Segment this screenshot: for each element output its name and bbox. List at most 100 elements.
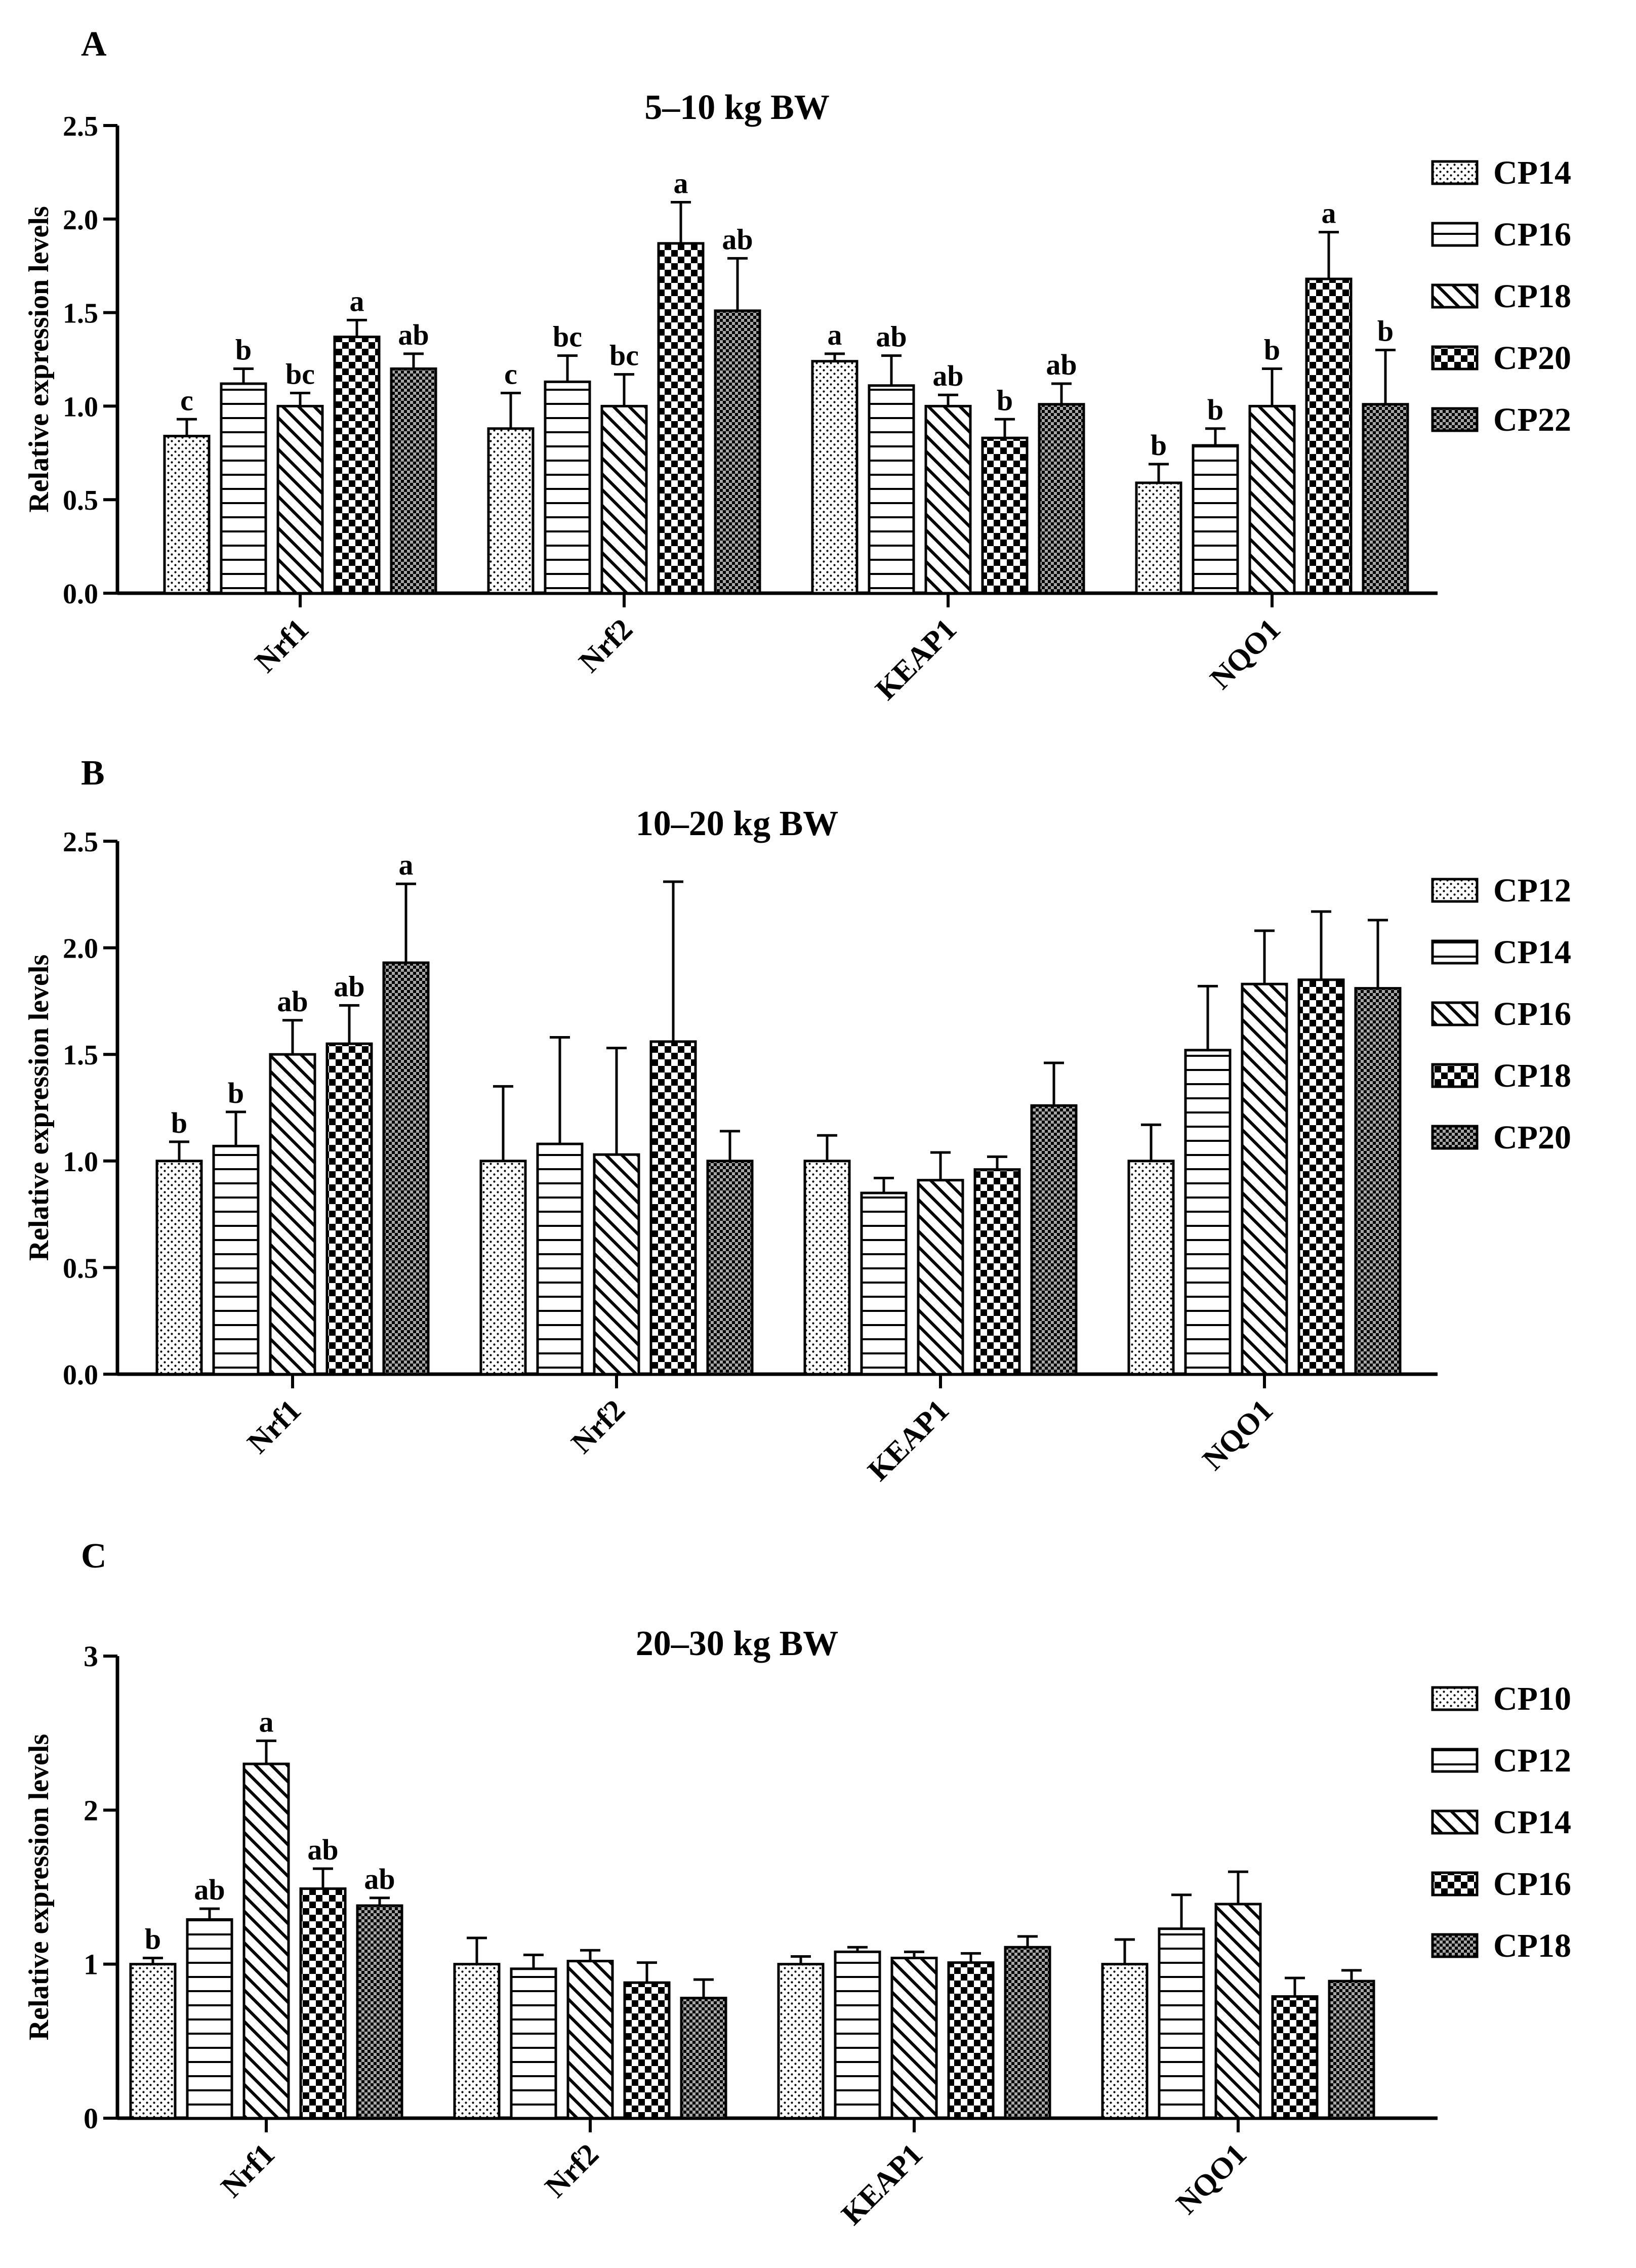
legend-swatch (1431, 878, 1479, 903)
legend-label: CP20 (1493, 1119, 1571, 1156)
bar-cp16-nrf1 (299, 1887, 347, 2120)
bar-cp18-keap1 (924, 404, 972, 595)
bar-cp18-nrf1 (356, 1904, 403, 2120)
y-tick-label: 3 (84, 1640, 98, 1673)
legend-label: CP18 (1493, 278, 1571, 315)
legend-swatch (1431, 1871, 1479, 1896)
bar-cp14-nrf1 (163, 435, 211, 595)
bar-cp18-nrf2 (649, 1040, 697, 1376)
bar-cp20-nrf2 (706, 1160, 754, 1376)
bar-cp16-nqo1 (1271, 1995, 1319, 2120)
y-tick-label: 0.0 (63, 1359, 98, 1391)
significance-letter: ab (876, 320, 907, 353)
bar-cp14-nqo1 (1184, 1049, 1232, 1376)
bar-cp16-nqo1 (1192, 444, 1239, 595)
legend-label: CP18 (1493, 1927, 1571, 1964)
y-tick-label: 0.5 (63, 485, 98, 516)
significance-letter: bc (553, 320, 582, 353)
significance-letter: b (171, 1106, 187, 1139)
legend-swatch (1431, 283, 1479, 309)
panel-b: B 10–20 kg BW Relative expression levels 0.… (23, 754, 1571, 1487)
y-tick-label: 0.0 (63, 579, 98, 610)
x-tick-label: Nrf2 (572, 612, 639, 679)
significance-letter: b (228, 1077, 244, 1109)
legend-swatch (1431, 1686, 1479, 1711)
significance-letter: b (235, 333, 252, 366)
y-tick-label: 1.5 (63, 298, 98, 329)
bar-cp10-nrf1 (129, 1963, 177, 2120)
legend-label: CP12 (1493, 1742, 1571, 1779)
panel-label: C (81, 1537, 107, 1576)
bar-cp18-keap1 (973, 1168, 1021, 1376)
y-tick-label: 0.5 (63, 1253, 98, 1284)
legend-label: CP16 (1493, 996, 1571, 1033)
x-tick-label: Nrf1 (215, 2137, 281, 2204)
y-axis-label: Relative expression levels (23, 206, 55, 513)
bar-cp12-nqo1 (1158, 1927, 1205, 2120)
bar-cp14-nqo1 (1135, 481, 1182, 595)
bar-cp14-nrf2 (487, 427, 535, 595)
panel-label: B (81, 754, 105, 793)
legend: CP14 CP16 CP18 CP20 CP22 (1431, 154, 1571, 438)
bar-cp20-keap1 (1030, 1104, 1078, 1376)
panel-a: A 5–10 kg BW Relative expression levels 0.0… (23, 25, 1571, 706)
bar-cp22-nrf2 (714, 309, 761, 595)
x-tick-label: KEAP1 (861, 1393, 955, 1488)
bar-cp22-nqo1 (1362, 403, 1409, 595)
legend-swatch (1431, 1748, 1479, 1773)
significance-letter: a (259, 1705, 274, 1738)
x-tick-label: Nrf1 (241, 1393, 307, 1460)
legend-label: CP20 (1493, 340, 1571, 377)
legend-label: CP14 (1493, 934, 1571, 971)
chart-title: 20–30 kg BW (636, 1624, 839, 1663)
bar-cp20-keap1 (981, 436, 1029, 595)
bar-cp20-nqo1 (1354, 987, 1402, 1376)
bar-cp14-keap1 (890, 1956, 938, 2120)
legend-swatch (1431, 1001, 1479, 1026)
bar-cp16-nrf1 (220, 382, 267, 595)
legend-swatch (1431, 345, 1479, 370)
significance-letter: ab (277, 985, 308, 1018)
bar-cp12-nrf1 (155, 1160, 203, 1376)
significance-letter: ab (722, 223, 753, 256)
significance-letter: ab (932, 359, 963, 392)
bar-cp18-nrf1 (325, 1042, 373, 1376)
bar-cp16-nqo1 (1241, 982, 1288, 1376)
x-tick-label: Nrf1 (249, 612, 315, 679)
y-axis-label: Relative expression levels (23, 955, 55, 1261)
bar-cp14-keap1 (860, 1191, 908, 1376)
y-tick-label: 2 (84, 1794, 98, 1827)
legend-swatch (1431, 1125, 1479, 1150)
bar-cp22-nrf1 (390, 367, 437, 595)
significance-letter: a (399, 848, 414, 881)
y-tick-label: 2.0 (63, 933, 98, 965)
bar-cp12-keap1 (834, 1950, 881, 2120)
bar-cp10-nrf2 (453, 1963, 501, 2120)
legend-label: CP22 (1493, 401, 1571, 438)
significance-letter: ab (1046, 348, 1077, 381)
legend-swatch (1431, 1063, 1479, 1088)
bar-cp10-nqo1 (1101, 1963, 1149, 2120)
chart-title: 10–20 kg BW (636, 804, 839, 843)
x-tick-label: NQO1 (1170, 2137, 1253, 2221)
y-tick-label: 0 (84, 2102, 98, 2135)
significance-letter: ab (307, 1833, 338, 1866)
y-tick-label: 1.5 (63, 1040, 98, 1071)
bar-cp16-keap1 (868, 384, 915, 595)
bar-cp20-nqo1 (1305, 277, 1353, 595)
significance-letter: ab (194, 1873, 225, 1906)
bar-cp22-keap1 (1038, 403, 1085, 595)
significance-letter: b (1264, 333, 1280, 366)
significance-letter: ab (398, 318, 429, 351)
bar-cp10-keap1 (777, 1963, 825, 2120)
legend: CP12 CP14 CP16 CP18 CP20 (1431, 872, 1571, 1156)
bar-cp14-nrf2 (566, 1960, 614, 2120)
y-tick-label: 1.0 (63, 391, 98, 423)
bar-cp18-nqo1 (1328, 1980, 1375, 2120)
panel-label: A (81, 25, 107, 64)
bar-cp12-keap1 (803, 1160, 851, 1376)
bar-cp12-nqo1 (1127, 1160, 1175, 1376)
bar-cp16-keap1 (917, 1179, 964, 1376)
significance-letter: c (180, 384, 193, 417)
bar-cp18-nqo1 (1297, 978, 1345, 1376)
